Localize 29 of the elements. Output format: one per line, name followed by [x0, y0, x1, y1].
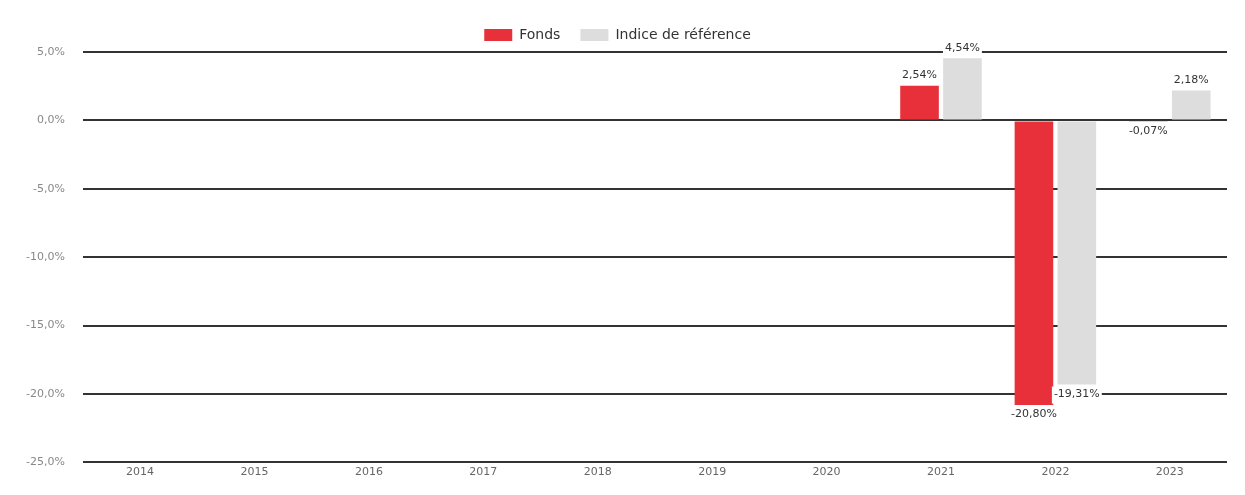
y-tick-label: 5,0% — [36, 44, 65, 58]
data-label: 4,54% — [944, 40, 980, 54]
x-tick-label: 2020 — [812, 464, 841, 478]
data-label: -0,07% — [1128, 123, 1168, 137]
y-tick-label: 0,0% — [36, 113, 65, 127]
x-tick-label: 2019 — [698, 464, 727, 478]
data-label: 2,18% — [1173, 72, 1209, 86]
bar — [943, 58, 982, 120]
data-label: -20,80% — [1010, 407, 1057, 421]
y-tick-label: -20,0% — [25, 386, 65, 400]
y-tick-label: -10,0% — [25, 250, 65, 264]
y-tick-label: -25,0% — [25, 455, 65, 469]
y-tick-label: -5,0% — [32, 181, 65, 195]
data-label: 2,54% — [902, 68, 937, 82]
bar — [1171, 90, 1211, 120]
x-tick-label: 2015 — [240, 464, 269, 478]
x-tick-label: 2022 — [1041, 464, 1070, 478]
bar — [1014, 121, 1054, 405]
bar — [900, 85, 939, 120]
x-tick-label: 2016 — [354, 464, 383, 478]
data-label: -19,31% — [1053, 386, 1100, 400]
x-tick-label: 2018 — [583, 464, 612, 478]
y-tick-label: -15,0% — [25, 318, 65, 332]
legend-label: Indice de référence — [615, 25, 751, 42]
x-tick-label: 2017 — [469, 464, 498, 478]
x-tick-label: 2023 — [1155, 464, 1184, 478]
x-tick-label: 2014 — [126, 464, 155, 478]
legend-label: Fonds — [519, 25, 561, 42]
x-tick-label: 2021 — [926, 464, 955, 478]
